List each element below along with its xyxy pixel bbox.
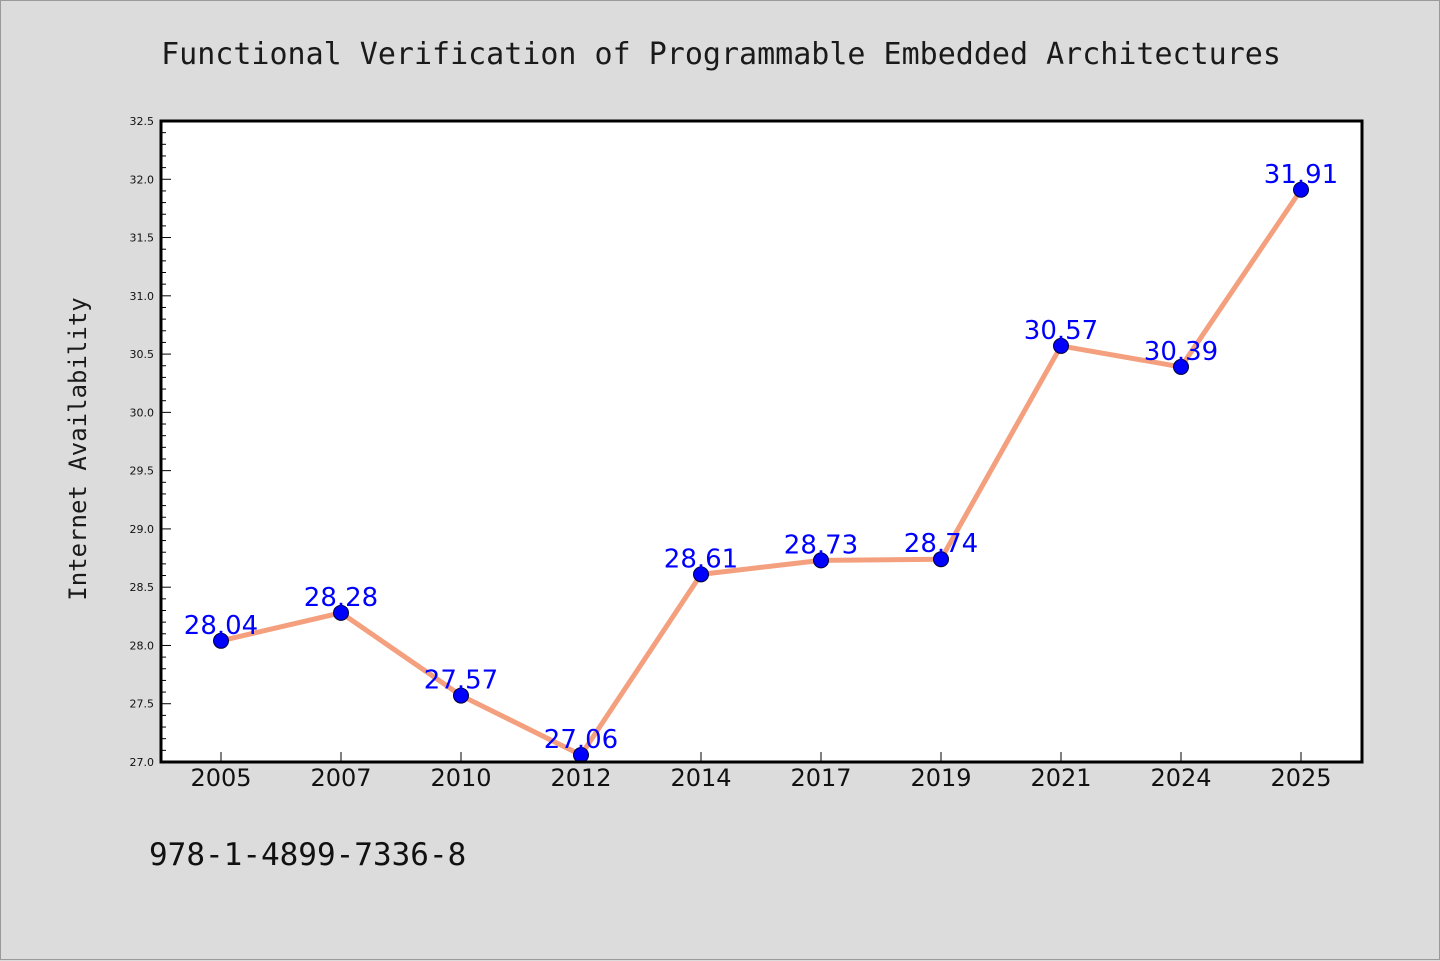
y-axis-ticks: 27.0 27.5 28.0 28.5 29.0 29.5 30.0 30.5 31.0 31.5… [130, 115, 171, 769]
x-tick-label: 2007 [310, 764, 371, 792]
series-line [218, 187, 1304, 758]
y-tick-label: 32.5 [130, 115, 155, 128]
x-tick-label: 2024 [1150, 764, 1211, 792]
data-label: 28.28 [304, 583, 378, 613]
x-tick-label: 2014 [670, 764, 731, 792]
data-label: 30.39 [1144, 337, 1218, 367]
data-point-marker [1053, 337, 1069, 354]
y-tick-label: 28.0 [130, 639, 155, 652]
data-label: 28.74 [904, 529, 978, 559]
x-tick-label: 2021 [1030, 764, 1091, 792]
x-tick-label: 2025 [1270, 764, 1331, 792]
data-markers [213, 181, 1309, 764]
y-tick-label: 31.5 [130, 232, 155, 245]
data-point-marker [453, 687, 469, 704]
y-tick-label: 28.5 [130, 581, 155, 594]
isbn-footer: 978-1-4899-7336-8 [149, 837, 466, 873]
y-tick-label: 29.0 [130, 523, 155, 536]
plot-area [161, 121, 1362, 762]
data-point-marker [693, 566, 709, 583]
x-tick-label: 2012 [550, 764, 611, 792]
y-tick-label: 29.5 [130, 465, 155, 478]
x-tick-label: 2005 [190, 764, 251, 792]
data-point-marker [213, 632, 229, 649]
data-label: 28.04 [184, 611, 258, 641]
data-label: 27.57 [424, 666, 498, 696]
data-label: 31.91 [1264, 160, 1338, 190]
plot-border [159, 119, 1364, 764]
chart-title: Functional Verification of Programmable … [161, 37, 1281, 72]
data-point-marker [933, 551, 949, 568]
x-tick-label: 2010 [430, 764, 491, 792]
data-labels: 28.04 28.28 27.57 27.06 28.61 28.73 28.74 30.57… [184, 160, 1338, 755]
y-tick-label: 30.5 [130, 348, 155, 361]
data-point-marker [1293, 181, 1309, 198]
data-point-marker [813, 552, 829, 569]
data-point-marker [333, 604, 349, 621]
data-point-marker [1173, 358, 1189, 375]
data-label: 28.61 [664, 544, 738, 574]
data-label: 28.73 [784, 530, 858, 560]
y-tick-label: 31.0 [130, 290, 155, 303]
data-label: 30.57 [1024, 316, 1098, 346]
x-tick-label: 2017 [790, 764, 851, 792]
x-tick-label: 2019 [910, 764, 971, 792]
series-line-group [218, 187, 1304, 758]
y-tick-label: 30.0 [130, 406, 155, 419]
y-tick-label: 32.0 [130, 173, 155, 186]
y-tick-label: 27.0 [130, 756, 155, 769]
data-label: 27.06 [544, 725, 618, 755]
y-tick-label: 27.5 [130, 698, 155, 711]
x-axis-ticks: 2005 2007 2010 2012 2014 2017 2019 2021 2024 2025 [190, 752, 1332, 792]
y-axis-label: Internet Availability [64, 297, 92, 600]
